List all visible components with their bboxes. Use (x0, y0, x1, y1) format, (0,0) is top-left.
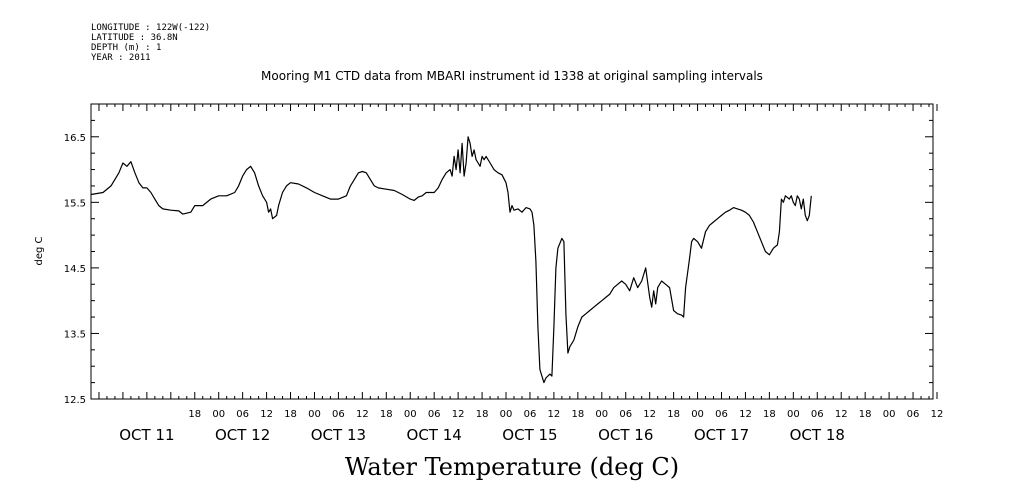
y-axis: 12.5 13.5 14.5 15.5 16.5 (64, 103, 933, 406)
year-label: YEAR : 2011 (91, 53, 151, 63)
date-label: OCT 12 (215, 426, 270, 444)
x-tick-label: 00 (404, 409, 417, 420)
x-tick-label: 00 (212, 409, 225, 420)
x-tick-label: 06 (332, 409, 345, 420)
date-label: OCT 18 (790, 426, 845, 444)
x-tick-label: 00 (308, 409, 321, 420)
x-tick-label: 00 (595, 409, 608, 420)
x-tick-label: 12 (643, 409, 656, 420)
x-tick-label: 00 (691, 409, 704, 420)
depth-label: DEPTH (m) : 1 (91, 43, 161, 53)
date-label: OCT 11 (119, 426, 174, 444)
longitude-label: LONGITUDE : 122W(-122) (91, 23, 210, 33)
x-tick-label: 18 (763, 409, 776, 420)
x-tick-label: 18 (284, 409, 297, 420)
x-tick-label: 00 (500, 409, 513, 420)
x-tick-label: 12 (356, 409, 369, 420)
y-tick-label: 13.5 (64, 329, 86, 340)
date-label: OCT 15 (502, 426, 557, 444)
x-tick-label: 06 (619, 409, 632, 420)
y-tick-label: 12.5 (64, 395, 86, 406)
x-tick-label: 18 (859, 409, 872, 420)
bottom-title: Water Temperature (deg C) (345, 453, 679, 481)
x-tick-label: 06 (715, 409, 728, 420)
x-tick-label: 18 (188, 409, 201, 420)
x-tick-label: 00 (883, 409, 896, 420)
chart-title: Mooring M1 CTD data from MBARI instrumen… (261, 69, 763, 83)
x-tick-label: 18 (667, 409, 680, 420)
series-layer (90, 136, 812, 384)
x-tick-label: 06 (907, 409, 920, 420)
date-label: OCT 17 (694, 426, 749, 444)
x-tick-label: 12 (452, 409, 465, 420)
latitude-label: LATITUDE : 36.8N (91, 33, 178, 43)
x-tick-label: 12 (739, 409, 752, 420)
plot-frame (90, 103, 934, 400)
x-tick-label: 12 (931, 409, 944, 420)
x-tick-label: 12 (260, 409, 273, 420)
x-tick-label: 06 (811, 409, 824, 420)
x-tick-label: 06 (236, 409, 249, 420)
y-tick-label: 16.5 (64, 133, 86, 144)
y-axis-label: deg C (34, 236, 45, 265)
x-tick-label: 06 (428, 409, 441, 420)
y-tick-label: 14.5 (64, 264, 86, 275)
x-tick-label: 12 (548, 409, 561, 420)
x-tick-label: 18 (571, 409, 584, 420)
x-tick-label: 00 (787, 409, 800, 420)
y-tick-label: 15.5 (64, 198, 86, 209)
temperature-series-line (90, 136, 812, 384)
metadata-block: LONGITUDE : 122W(-122) LATITUDE : 36.8N … (91, 23, 210, 63)
x-axis: 18 00 06 12 18 00 06 12 18 00 06 12 18 00 06 12 18 00 06 12… (98, 104, 944, 444)
x-tick-label: 12 (835, 409, 848, 420)
x-tick-label: 18 (380, 409, 393, 420)
date-label: OCT 13 (311, 426, 366, 444)
date-label: OCT 14 (407, 426, 462, 444)
x-tick-label: 06 (524, 409, 537, 420)
x-tick-label: 18 (476, 409, 489, 420)
date-label: OCT 16 (598, 426, 653, 444)
